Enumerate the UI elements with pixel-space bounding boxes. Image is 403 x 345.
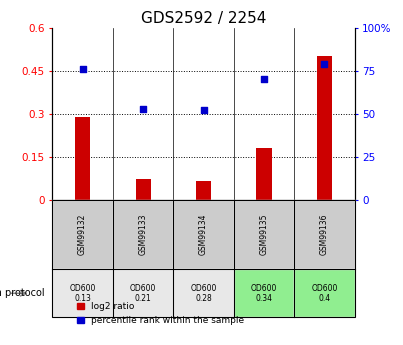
Text: GSM99134: GSM99134 [199, 214, 208, 255]
Bar [135, 179, 151, 200]
Bar [256, 148, 272, 200]
Text: OD600
0.4: OD600 0.4 [311, 284, 338, 303]
Bar [196, 181, 211, 200]
Text: growth protocol: growth protocol [0, 288, 44, 298]
Point [140, 106, 146, 111]
Point [261, 77, 267, 82]
Text: OD600
0.21: OD600 0.21 [130, 284, 156, 303]
Text: GSM99135: GSM99135 [260, 214, 268, 255]
Title: GDS2592 / 2254: GDS2592 / 2254 [141, 11, 266, 27]
Point [79, 66, 86, 72]
Bar [317, 56, 332, 200]
Point [321, 61, 328, 67]
Legend: log2 ratio, percentile rank within the sample: log2 ratio, percentile rank within the s… [77, 303, 245, 325]
Text: GSM99133: GSM99133 [139, 214, 147, 255]
Point [200, 108, 207, 113]
Bar [75, 117, 90, 200]
Text: GSM99136: GSM99136 [320, 214, 329, 255]
Text: OD600
0.34: OD600 0.34 [251, 284, 277, 303]
Text: OD600
0.28: OD600 0.28 [190, 284, 217, 303]
Text: GSM99132: GSM99132 [78, 214, 87, 255]
Text: OD600
0.13: OD600 0.13 [69, 284, 96, 303]
